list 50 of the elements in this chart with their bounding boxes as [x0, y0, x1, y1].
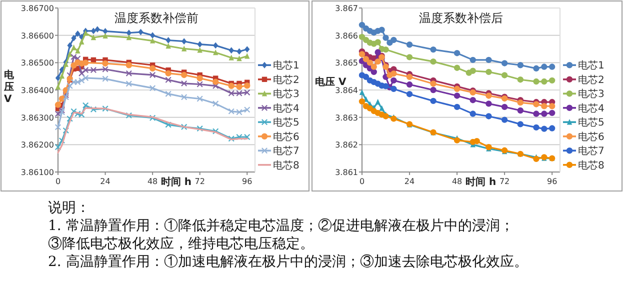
x-tick-label: 24: [100, 177, 110, 186]
y-tick-label: 3.86200: [20, 140, 54, 150]
y-tick-label: 3.862: [335, 140, 358, 150]
y-tick-label: 3.86100: [20, 168, 54, 177]
x-axis-title: 时间 h: [160, 176, 192, 188]
legend-label: 电芯6: [273, 130, 300, 143]
chart-title: 温度系数补偿后: [419, 11, 503, 25]
legend-label: 电芯3: [578, 88, 604, 100]
y-tick-label: 3.863: [335, 113, 358, 122]
x-tick-label: 72: [194, 177, 205, 186]
x-tick-label: 48: [147, 177, 158, 186]
text: 2. 高温静置作用：①加速电解液在极片中的浸润；③加速去除电芯极化效应。: [48, 254, 528, 270]
x-tick-label: 24: [404, 177, 415, 186]
text: 1. 常温静置作用：①降低并稳定电芯温度；②促进电解液在极片中的浸润；: [48, 218, 514, 234]
legend-label: 电芯4: [273, 102, 300, 114]
x-tick-label: 0: [55, 177, 61, 186]
legend-label: 电芯3: [273, 88, 300, 100]
legend-label: 电芯4: [578, 102, 604, 114]
legend-label: 电芯5: [273, 116, 300, 129]
y-tick-label: 3.867: [335, 4, 358, 13]
legend-label: 电芯8: [273, 159, 300, 172]
x-axis-title: 时间 h: [465, 176, 496, 188]
x-tick-label: 0: [359, 177, 365, 186]
legend-label: 电芯2: [273, 74, 300, 86]
y-tick-label: 3.86700: [20, 4, 54, 13]
x-tick-label: 96: [546, 177, 558, 186]
y-tick-label: 3.86500: [20, 58, 54, 68]
y-tick-label: 3.864: [335, 86, 358, 95]
text: 说明：: [48, 200, 90, 216]
legend-label: 电芯1: [273, 60, 300, 72]
y-tick-label: 3.86300: [20, 113, 54, 122]
y-tick-label: 3.866: [335, 31, 358, 40]
x-tick-label: 48: [452, 177, 462, 186]
legend-label: 电芯7: [578, 145, 604, 158]
legend-label: 电芯7: [273, 145, 300, 158]
chart-title: 温度系数补偿前: [114, 11, 198, 25]
text: ③降低电芯极化效应，维持电芯电压稳定。: [48, 236, 314, 252]
y-axis-title: 电压 V: [315, 76, 346, 88]
y-tick-label: 3.865: [335, 58, 358, 68]
x-tick-label: 72: [499, 177, 510, 186]
legend-label: 电芯1: [578, 60, 604, 72]
legend-label: 电芯2: [578, 74, 604, 86]
legend-label: 电芯5: [578, 116, 604, 129]
y-axis-title: 电压V: [3, 69, 15, 105]
x-tick-label: 96: [242, 177, 252, 186]
y-tick-label: 3.861: [335, 168, 358, 177]
y-tick-label: 3.86400: [20, 86, 54, 95]
y-tick-label: 3.86600: [20, 31, 54, 40]
legend-label: 电芯8: [578, 159, 604, 172]
legend-label: 电芯6: [578, 130, 604, 143]
